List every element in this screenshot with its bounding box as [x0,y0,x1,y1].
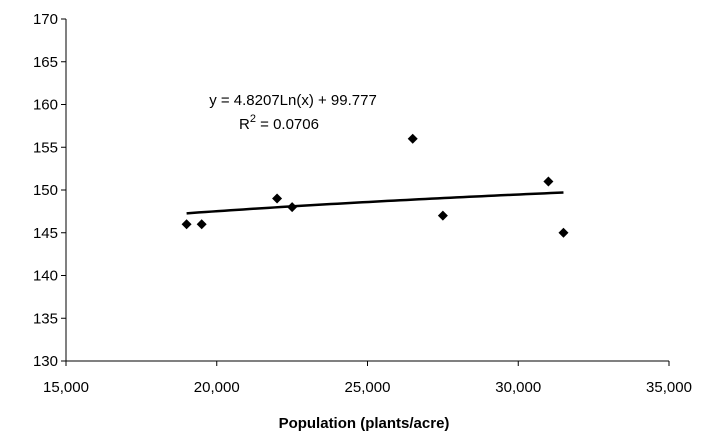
y-tick-labels: 130 135 140 145 150 155 160 165 170 [33,11,58,370]
x-tick-label: 30,000 [495,379,541,396]
data-point-marker [196,219,207,230]
y-tick-label: 130 [33,353,58,370]
trendline [186,191,564,215]
data-point-marker [543,176,554,187]
r-squared-value: = 0.0706 [256,116,319,133]
data-point-marker [558,227,569,238]
y-tick-label: 135 [33,310,58,327]
y-tick-label: 140 [33,268,58,285]
y-tick-label: 170 [33,11,58,28]
r-squared-symbol: R [239,116,250,133]
r-squared-exponent: 2 [250,113,256,125]
data-point-marker [287,202,298,213]
x-tick-label: 15,000 [43,379,89,396]
axes [61,18,670,366]
y-tick-label: 155 [33,139,58,156]
x-tick-label: 25,000 [345,379,391,396]
x-tick-label: 20,000 [194,379,240,396]
data-point-marker [407,133,418,144]
data-point-marker [181,219,192,230]
x-tick-label: 35,000 [646,379,692,396]
r-squared-label: R2 = 0.0706 [239,113,319,133]
x-axis-title: Population (plants/acre) [279,415,450,432]
y-tick-label: 145 [33,225,58,242]
trendline-equation: y = 4.8207Ln(x) + 99.777 [209,92,377,109]
y-tick-label: 150 [33,182,58,199]
data-point-marker [437,210,448,221]
data-point-marker [272,193,283,204]
x-tick-labels: 15,000 20,000 25,000 30,000 35,000 [43,379,692,396]
y-tick-label: 165 [33,54,58,71]
data-points [181,133,569,238]
trendline-group [186,191,564,215]
y-tick-label: 160 [33,97,58,114]
